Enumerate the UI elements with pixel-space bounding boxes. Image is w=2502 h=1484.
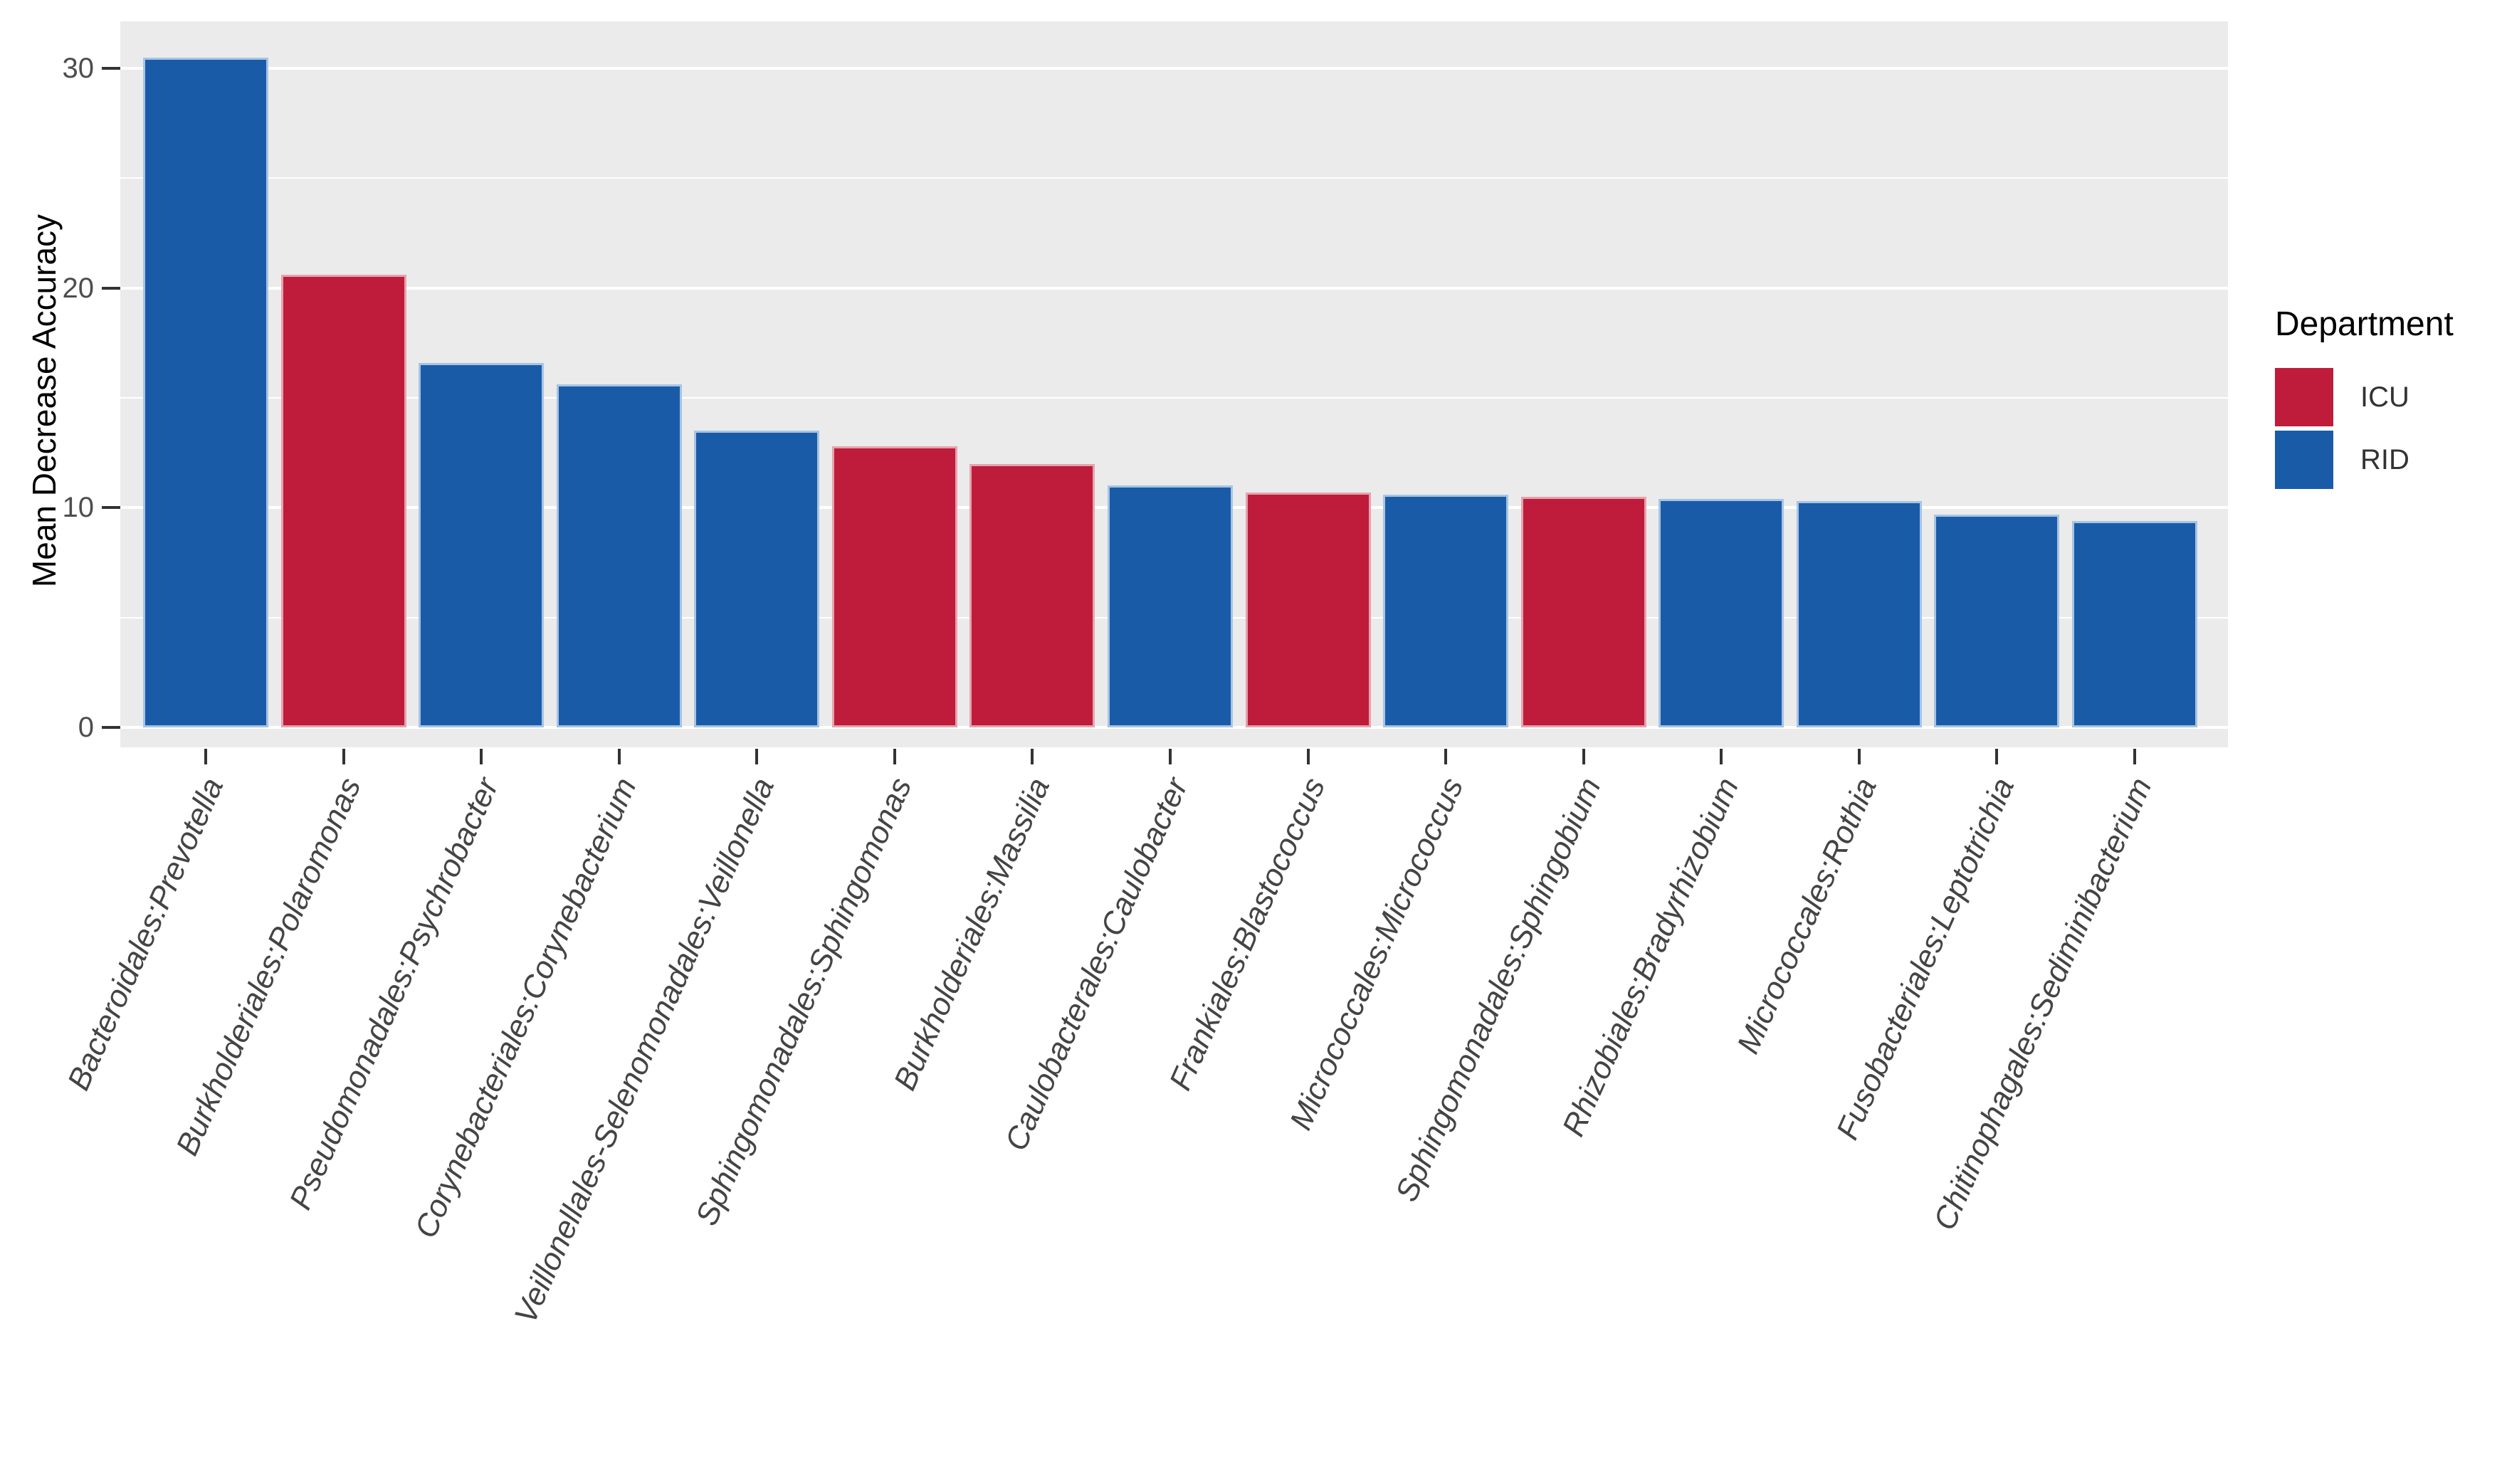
- y-tick-mark-20: [102, 286, 120, 290]
- y-tick-label-0: 0: [78, 712, 94, 743]
- x-tick-mark-15: [2133, 749, 2136, 764]
- bar-burkholderiales-polaromonas: [280, 275, 406, 727]
- x-tick-mark-12: [1720, 749, 1723, 764]
- legend-item-rid: RID: [2275, 431, 2454, 489]
- y-tick-mark-30: [102, 66, 120, 70]
- bar-bacteroidales-prevotella: [143, 57, 268, 727]
- bar-micrococcales-rothia: [1796, 501, 1922, 727]
- y-axis-title: Mean Decrease Accuracy: [26, 214, 63, 588]
- bar-chitinophagales-sediminibacterium: [2071, 520, 2197, 727]
- x-tick-mark-10: [1444, 749, 1448, 764]
- x-tick-mark-9: [1306, 749, 1310, 764]
- bar-pseudomonadales-psychrobacter: [419, 362, 545, 727]
- y-tick-mark-10: [102, 506, 120, 510]
- gridline-major-20: [120, 286, 2228, 290]
- x-tick-mark-7: [1031, 749, 1034, 764]
- x-tick-label-7: Burkholderiales:Massilia: [887, 772, 1057, 1095]
- bar-rhizobiales-bradyrhizobium: [1659, 498, 1784, 727]
- legend-label-icu: ICU: [2360, 381, 2409, 413]
- bar-caulobacterales-caulobacter: [1107, 485, 1233, 727]
- y-tick-label-10: 10: [62, 492, 95, 524]
- x-tick-label-9: Frankiales:Blastococcus: [1162, 772, 1333, 1095]
- bar-fusobacteriales-leptotrichia: [1934, 514, 2060, 727]
- legend: Department ICU RID: [2275, 305, 2454, 493]
- x-tick-mark-5: [755, 749, 759, 764]
- legend-item-icu: ICU: [2275, 368, 2454, 426]
- x-tick-mark-2: [342, 749, 345, 764]
- bar-corynebacteriales-corynebacterium: [556, 384, 682, 727]
- legend-title: Department: [2275, 305, 2454, 343]
- x-tick-label-13: Micrococcales:Rothia: [1730, 772, 1883, 1059]
- bar-sphingomonadales-sphingobium: [1520, 496, 1646, 727]
- gridline-major-30: [120, 66, 2228, 70]
- x-tick-label-5: Veillonellales-Selenomonadales:Veillonel…: [508, 772, 782, 1329]
- bar-micrococcales-micrococcus: [1383, 494, 1509, 727]
- x-tick-mark-11: [1582, 749, 1585, 764]
- x-tick-mark-1: [204, 749, 207, 764]
- x-tick-mark-8: [1168, 749, 1172, 764]
- x-tick-mark-6: [893, 749, 896, 764]
- bar-frankiales-blastococcus: [1245, 492, 1371, 727]
- legend-swatch-rid: [2275, 431, 2333, 489]
- y-tick-mark-0: [102, 726, 120, 729]
- legend-swatch-icu: [2275, 368, 2333, 426]
- plot-panel: [120, 21, 2228, 747]
- gridline-minor-15: [120, 396, 2228, 399]
- legend-items: ICU RID: [2275, 368, 2454, 489]
- x-tick-mark-14: [1995, 749, 1999, 764]
- gridline-major-0: [120, 726, 2228, 729]
- y-tick-label-30: 30: [62, 52, 95, 84]
- gridline-minor-25: [120, 177, 2228, 179]
- bar-sphingomonadales-sphingomonas: [831, 446, 957, 727]
- bar-veillonellales-selenomonadales-veillonella: [694, 431, 820, 727]
- y-tick-label-20: 20: [62, 272, 95, 304]
- bar-burkholderiales-massilia: [969, 463, 1095, 727]
- x-tick-label-1: Bacteroidales:Prevotella: [61, 772, 230, 1095]
- legend-label-rid: RID: [2360, 443, 2409, 475]
- x-tick-mark-13: [1857, 749, 1861, 764]
- x-tick-mark-3: [480, 749, 483, 764]
- x-tick-mark-4: [617, 749, 621, 764]
